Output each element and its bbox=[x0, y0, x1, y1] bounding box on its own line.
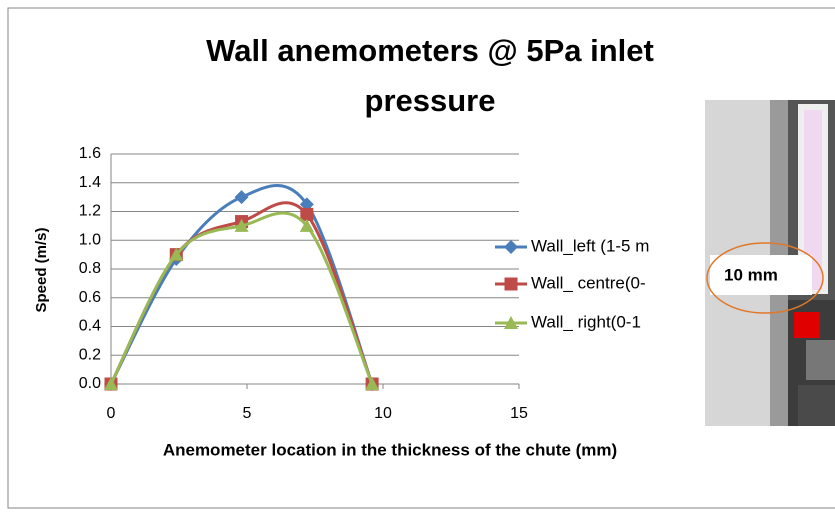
marker bbox=[299, 218, 314, 232]
marker bbox=[234, 190, 249, 205]
marker bbox=[299, 197, 314, 212]
legend-label: Wall_ centre(0- bbox=[531, 273, 646, 292]
marker bbox=[504, 316, 518, 329]
marker bbox=[504, 240, 518, 254]
plot-area: 0.0 0.2 0.4 0.6 0.8 1.0 1.2 1.4 1.6 0 5 10 15 Wall_le… bbox=[79, 145, 650, 422]
marker bbox=[234, 218, 249, 232]
x-tick-label: 5 bbox=[243, 405, 252, 422]
marker bbox=[365, 377, 380, 390]
y-tick-label: 0.8 bbox=[79, 260, 101, 277]
y-tick-label: 1.4 bbox=[79, 174, 101, 191]
inset-image bbox=[705, 100, 835, 426]
x-axis-label: Anemometer location in the thickness of … bbox=[163, 440, 617, 459]
legend-label: Wall_left (1-5 m bbox=[531, 236, 649, 255]
chart-border bbox=[7, 7, 835, 509]
y-tick-label: 1.0 bbox=[79, 231, 101, 248]
marker bbox=[104, 377, 118, 390]
marker bbox=[504, 277, 518, 291]
y-tick-label: 0.4 bbox=[79, 318, 101, 335]
y-axis-label: Speed (m/s) bbox=[33, 227, 50, 312]
y-tick-label: 0.0 bbox=[79, 375, 101, 392]
y-tick-label: 0.6 bbox=[79, 289, 101, 306]
marker bbox=[169, 247, 184, 261]
image-annotation: 10 mm bbox=[724, 265, 778, 284]
y-tick-label: 0.2 bbox=[79, 346, 101, 363]
x-tick-label: 15 bbox=[510, 405, 528, 422]
marker bbox=[300, 207, 314, 221]
legend-label: Wall_ right(0-1 bbox=[531, 312, 641, 331]
chart-title: Wall anemometers @ 5Pa inlet pressure bbox=[206, 33, 654, 118]
y-tick-label: 1.6 bbox=[79, 145, 101, 162]
y-tick-label: 1.2 bbox=[79, 203, 101, 220]
x-tick-label: 0 bbox=[107, 405, 116, 422]
x-tick-label: 10 bbox=[374, 405, 392, 422]
